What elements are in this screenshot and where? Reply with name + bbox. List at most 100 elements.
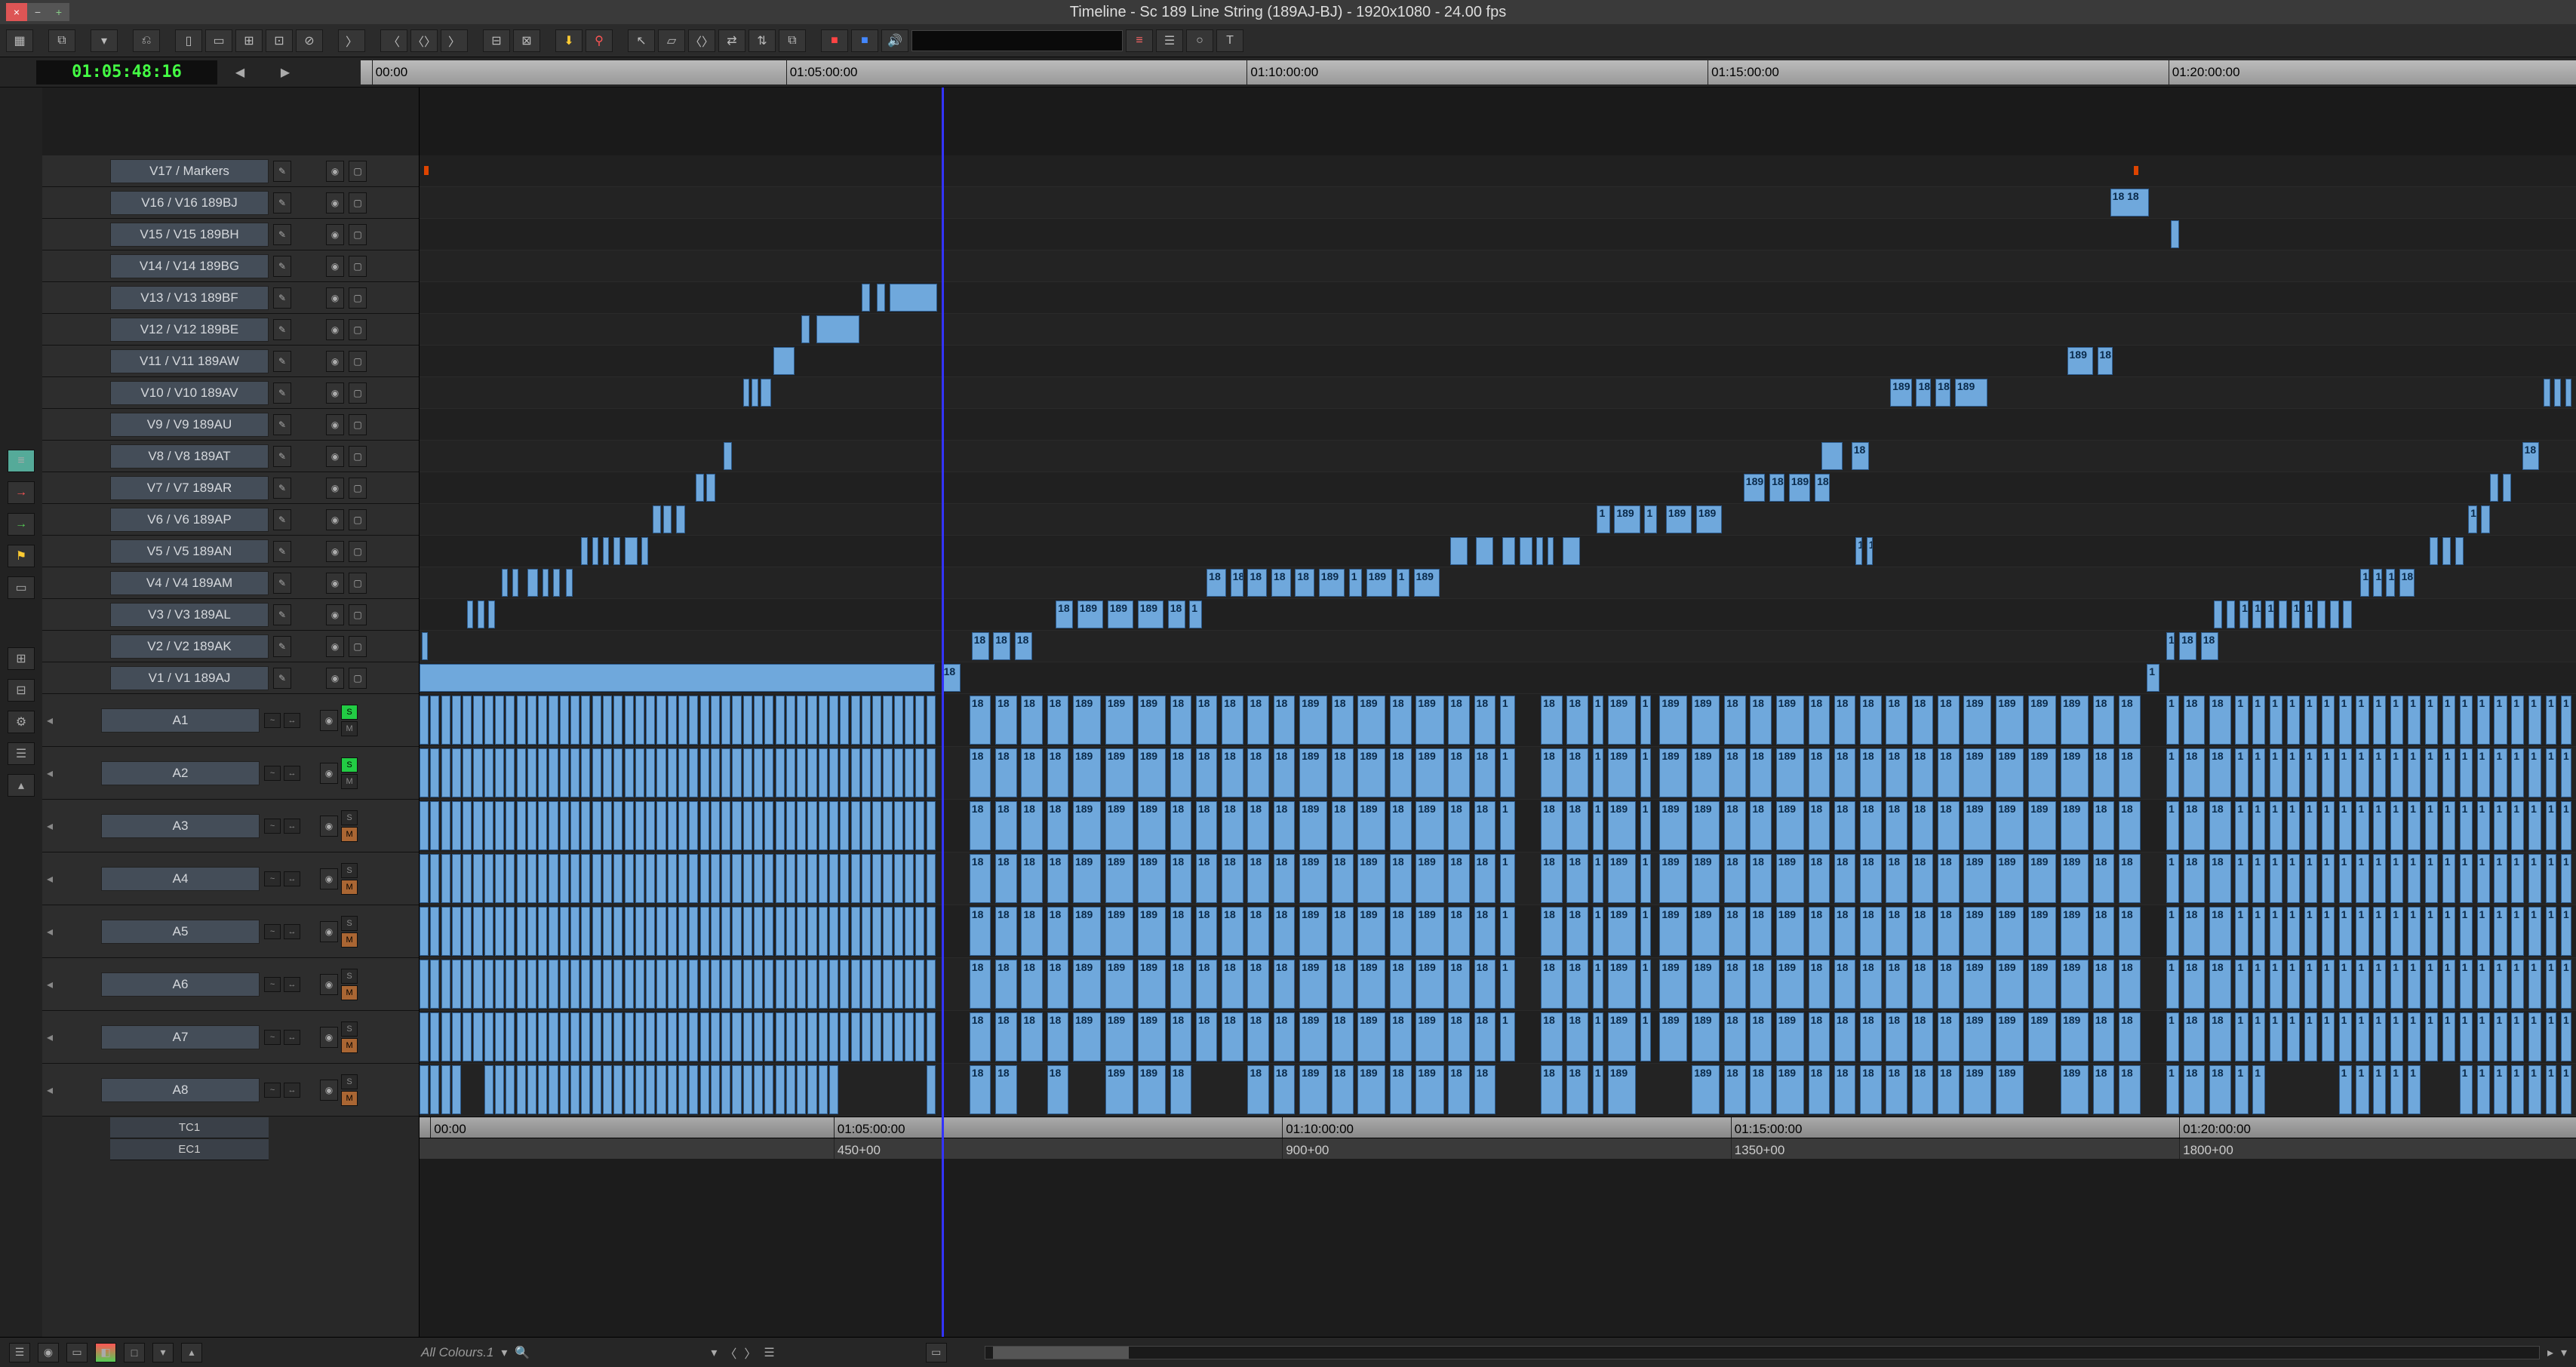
audio-clip[interactable]: 189 [1073, 696, 1101, 745]
audio-track-header[interactable]: ◂ A5 ~ ↔ ◉ S M [42, 905, 419, 958]
audio-clip[interactable] [441, 960, 450, 1009]
audio-clip[interactable] [463, 1012, 472, 1061]
audio-clip[interactable]: 1 [2356, 801, 2369, 850]
audio-clip[interactable]: 1 [2322, 854, 2335, 903]
audio-clip[interactable]: 189 [2028, 801, 2056, 850]
audio-clip[interactable]: 1 [2460, 1012, 2473, 1061]
audio-clip[interactable] [776, 1065, 785, 1114]
toolbar-bracket-out-icon[interactable]: 〉 [441, 29, 468, 52]
track-edit-icon[interactable]: ✎ [273, 351, 291, 372]
audio-clip[interactable]: 18 [1021, 960, 1043, 1009]
audio-track-row[interactable]: 1818181818918918918181818181891818918189… [420, 852, 2576, 905]
mute-button[interactable]: M [341, 880, 358, 895]
track-monitor-icon[interactable]: ◉ [326, 161, 344, 182]
audio-clip[interactable]: 1 [2287, 960, 2300, 1009]
audio-clip[interactable]: 18 [1448, 748, 1470, 797]
audio-clip[interactable]: 18 [1938, 748, 1960, 797]
solo-button[interactable]: S [341, 863, 358, 878]
audio-clip[interactable]: 18 [1834, 907, 1856, 956]
audio-clip[interactable]: 1 [2373, 696, 2386, 745]
audio-clip[interactable] [754, 854, 763, 903]
video-clip[interactable]: 1 [2166, 632, 2175, 660]
audio-clip[interactable]: 1 [2322, 907, 2335, 956]
audio-clip[interactable]: 189 [1776, 696, 1804, 745]
audio-clip[interactable]: 189 [1299, 1012, 1327, 1061]
audio-clip[interactable]: 1 [2442, 748, 2455, 797]
toolbar-link-icon[interactable]: ⧉ [779, 29, 806, 52]
audio-clip[interactable]: 1 [2477, 960, 2490, 1009]
audio-clip[interactable] [721, 1065, 730, 1114]
audio-clip[interactable]: 1 [2252, 1065, 2265, 1114]
audio-clip[interactable] [927, 854, 936, 903]
track-toggle-icon[interactable]: ▢ [349, 541, 367, 562]
audio-clip[interactable] [527, 1065, 536, 1114]
audio-clip[interactable]: 189 [1963, 1012, 1991, 1061]
track-monitor-icon[interactable]: ◉ [320, 1080, 338, 1101]
audio-clip[interactable]: 189 [1996, 1012, 2024, 1061]
audio-clip[interactable]: 18 [1809, 907, 1831, 956]
video-track-header[interactable]: V12 / V12 189BE ✎ ◉ ▢ [42, 314, 419, 346]
video-clip[interactable] [613, 537, 620, 565]
audio-clip[interactable]: 1 [2408, 1065, 2421, 1114]
audio-clip[interactable]: 1 [2339, 1012, 2352, 1061]
audio-clip[interactable] [625, 1065, 634, 1114]
audio-clip[interactable]: 18 [1566, 1012, 1588, 1061]
video-track-header[interactable]: V10 / V10 189AV ✎ ◉ ▢ [42, 377, 419, 409]
toolbar-extract-icon[interactable]: ⊟ [483, 29, 510, 52]
audio-clip[interactable]: 1 [2270, 748, 2282, 797]
audio-clip[interactable]: 1 [2166, 801, 2179, 850]
side-flag-icon[interactable]: ⚑ [8, 545, 35, 567]
audio-clip[interactable] [613, 907, 622, 956]
audio-clip[interactable]: 18 [1021, 854, 1043, 903]
video-clip[interactable]: 18 [2179, 632, 2196, 660]
audio-clip[interactable] [527, 1012, 536, 1061]
video-clip[interactable]: 18 [1295, 569, 1314, 597]
video-clip[interactable] [2455, 537, 2464, 565]
audio-clip[interactable]: 18 [1886, 801, 1907, 850]
audio-clip[interactable]: 189 [1138, 801, 1166, 850]
audio-clip[interactable]: 18 [1541, 960, 1563, 1009]
audio-clip[interactable]: 189 [1776, 907, 1804, 956]
audio-clip[interactable]: 18 [1222, 960, 1243, 1009]
video-clip[interactable]: 189 [1744, 474, 1766, 502]
audio-clip[interactable] [862, 748, 871, 797]
audio-clip[interactable]: 18 [1390, 854, 1412, 903]
video-clip[interactable] [467, 601, 474, 628]
toolbar-trim-icon[interactable]: 〈〉 [688, 29, 715, 52]
audio-clip[interactable] [646, 1012, 655, 1061]
video-clip[interactable]: 18 [1769, 474, 1784, 502]
audio-clip[interactable]: 18 [2184, 696, 2206, 745]
audio-clip[interactable]: 18 [1170, 907, 1192, 956]
audio-clip[interactable]: 189 [1105, 1012, 1133, 1061]
audio-clip[interactable] [711, 748, 720, 797]
audio-clip[interactable] [527, 960, 536, 1009]
audio-clip[interactable] [700, 960, 709, 1009]
filter-dropdown-icon[interactable]: ▾ [501, 1345, 507, 1360]
audio-clip[interactable] [872, 960, 881, 1009]
pan-icon[interactable]: ↔ [284, 977, 300, 992]
audio-clip[interactable] [452, 801, 461, 850]
audio-clip[interactable] [862, 696, 871, 745]
audio-clip[interactable] [473, 960, 482, 1009]
video-track-header[interactable]: V13 / V13 189BF ✎ ◉ ▢ [42, 282, 419, 314]
video-clip[interactable] [1563, 537, 1580, 565]
waveform-icon[interactable]: ~ [264, 924, 281, 939]
audio-clip[interactable] [656, 801, 666, 850]
audio-clip[interactable] [452, 1012, 461, 1061]
pan-icon[interactable]: ↔ [284, 1030, 300, 1045]
track-monitor-icon[interactable]: ◉ [326, 636, 344, 657]
audio-clip[interactable]: 1 [2561, 960, 2571, 1009]
video-clip[interactable]: 18 [1231, 569, 1243, 597]
audio-clip[interactable]: 189 [1357, 907, 1385, 956]
audio-clip[interactable] [420, 907, 429, 956]
audio-clip[interactable]: 1 [2408, 748, 2421, 797]
audio-clip[interactable] [463, 801, 472, 850]
track-monitor-icon[interactable]: ◉ [326, 382, 344, 404]
audio-clip[interactable] [538, 1012, 547, 1061]
toolbar-lock-icon[interactable]: ⎌ [133, 29, 160, 52]
audio-clip[interactable]: 1 [2408, 960, 2421, 1009]
audio-expand-icon[interactable]: ◂ [47, 924, 53, 939]
audio-clip[interactable] [668, 748, 677, 797]
audio-clip[interactable] [754, 801, 763, 850]
audio-expand-icon[interactable]: ◂ [47, 977, 53, 992]
